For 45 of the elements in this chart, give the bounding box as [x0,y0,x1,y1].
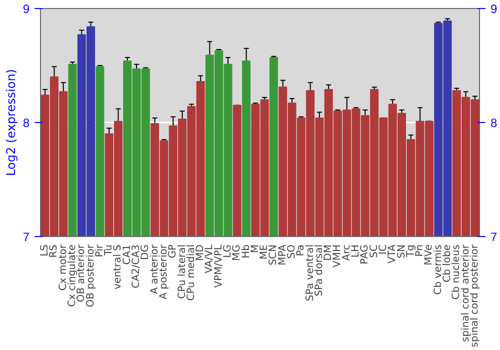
x-tick-label: VTA [387,244,398,264]
x-tick-label: LG [222,244,234,258]
x-tick-label: VPM/VPL [213,244,224,288]
x-tick-label: GP [168,244,179,258]
y2-tick-label: 7 [490,230,498,244]
x-tick-label: OB anterior [76,244,88,302]
x-tick-label: Cb nucleus [451,244,462,300]
x-tick-label: PAG [360,244,371,264]
x-tick-label: VA/VL [204,244,216,274]
x-tick-label: OB posterior [85,244,96,308]
x-tick-label: Pa [296,244,307,256]
x-tick-label: Cb lobe [442,244,453,282]
x-tick-label: VMH [332,244,344,268]
y-tick-label: 7 [22,230,30,244]
x-tick-label: SCN [268,244,280,266]
x-tick-label: Pir [94,244,106,258]
x-tick-label: spinal cord anterior [460,244,472,342]
x-tick-label: Hb [240,244,252,258]
x-tick-label: MPA [277,244,288,266]
x-tick-label: MG [232,244,243,261]
x-tick-label: SPa dorsal [314,244,325,296]
x-tick-label: RS [48,244,60,258]
x-tick-label: CA1 [122,244,133,265]
x-tick-label: Arc [341,244,352,261]
x-tick-label: ventral S [112,244,124,290]
x-tick-label: IC [378,244,389,254]
x-tick-label: A anterior [149,244,160,294]
y-tick-label: 8 [22,116,30,130]
x-tick-label: spinal cord posterior [469,244,480,348]
x-tick-label: SPa ventral [304,244,316,302]
x-tick-label: A posterior [158,244,170,300]
x-tick-label: MVe [424,244,435,266]
x-tick-label: M [250,244,261,254]
x-tick-label: SN [396,244,408,258]
x-tick-label: SC [368,244,380,258]
y2-tick-label: 9 [490,2,498,16]
y-axis-title: Log2 (expression) [4,69,18,176]
y2-tick-label: 8 [490,116,498,130]
x-tick-label: Cb vermis [432,244,444,295]
x-tick-label: CPu medial [186,244,197,301]
x-tick-label: Cx motor [58,244,69,291]
x-tick-label: CPu lateral [176,244,188,299]
y-tick-label: 9 [22,2,30,16]
x-tick-label: Tg [405,244,416,258]
x-tick-label: DG [140,244,152,260]
